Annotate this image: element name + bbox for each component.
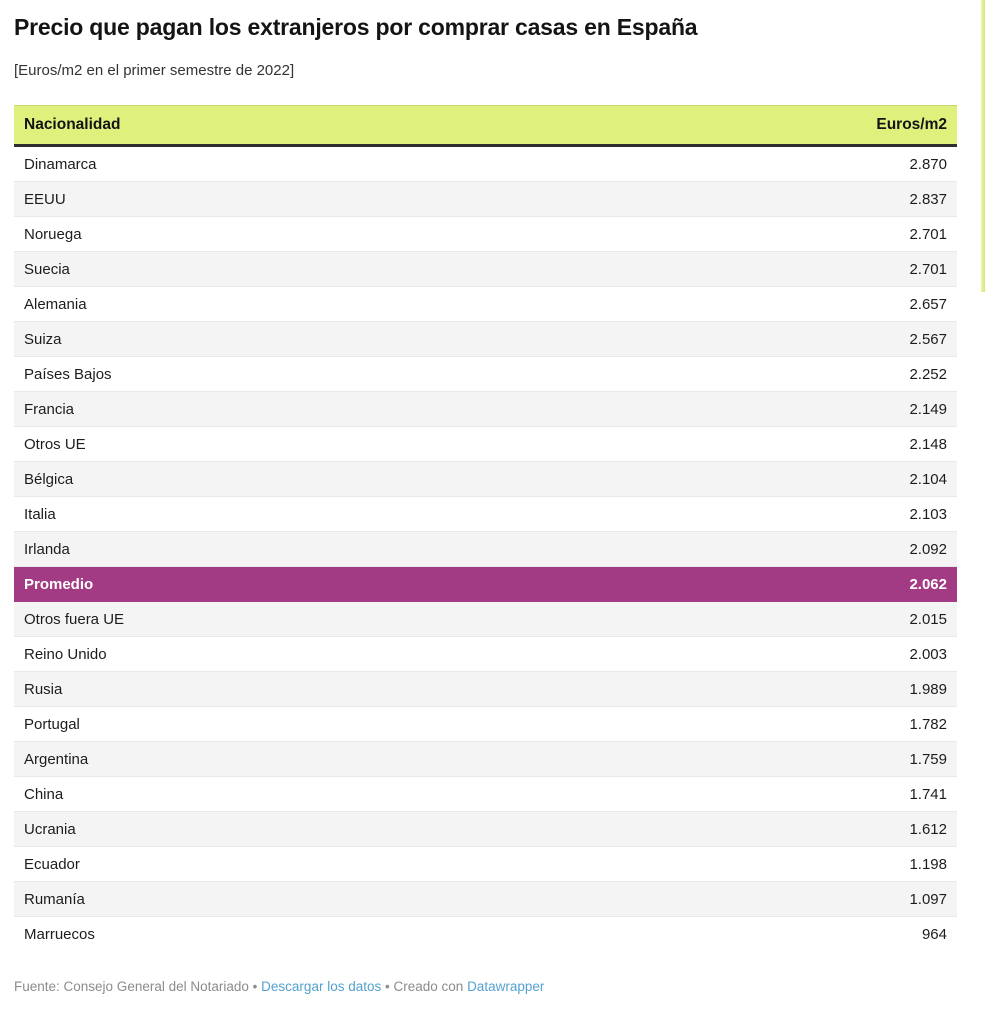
table-body: Dinamarca 2.870 EEUU 2.837 Noruega 2.701 Sueci… bbox=[14, 147, 957, 952]
created-with-text: Creado con bbox=[393, 979, 464, 994]
table-row: Otros fuera UE 2.015 bbox=[14, 602, 957, 637]
table-row: Ucrania 1.612 bbox=[14, 812, 957, 847]
row-value: 1.612 bbox=[909, 820, 947, 838]
row-label: China bbox=[24, 785, 64, 803]
row-value: 2.003 bbox=[909, 645, 947, 663]
row-value: 1.741 bbox=[909, 785, 947, 803]
row-label: Marruecos bbox=[24, 926, 95, 943]
row-label: Suecia bbox=[24, 260, 70, 278]
table-row: Bélgica 2.104 bbox=[14, 462, 957, 497]
table-row: EEUU 2.837 bbox=[14, 182, 957, 217]
price-table: Nacionalidad Euros/m2 Dinamarca 2.870 EEUU… bbox=[14, 105, 957, 952]
table-header-row: Nacionalidad Euros/m2 bbox=[14, 105, 957, 147]
row-value: 1.782 bbox=[909, 715, 947, 733]
row-value: 1.198 bbox=[909, 855, 947, 873]
column-header-nacionalidad: Nacionalidad bbox=[24, 116, 121, 133]
chart-subtitle: [Euros/m2 en el primer semestre de 2022] bbox=[14, 62, 295, 79]
row-label: Ecuador bbox=[24, 855, 80, 873]
row-label: Irlanda bbox=[24, 540, 70, 558]
download-data-link[interactable]: Descargar los datos bbox=[261, 979, 382, 994]
column-header-euros-m2: Euros/m2 bbox=[876, 116, 947, 133]
row-label: Alemania bbox=[24, 295, 87, 313]
row-value: 2.104 bbox=[909, 470, 947, 488]
row-value: 2.103 bbox=[909, 505, 947, 523]
row-value: 1.989 bbox=[909, 680, 947, 698]
table-row: China 1.741 bbox=[14, 777, 957, 812]
footer-separator: • bbox=[252, 979, 258, 994]
row-value: 2.149 bbox=[909, 400, 947, 418]
chart-footer: Fuente: Consejo General del Notariado • … bbox=[14, 978, 544, 996]
table-row: Alemania 2.657 bbox=[14, 287, 957, 322]
row-label: Ucrania bbox=[24, 820, 76, 838]
chart-title: Precio que pagan los extranjeros por com… bbox=[14, 14, 698, 40]
row-value: 964 bbox=[921, 926, 947, 943]
row-label: Suiza bbox=[24, 330, 62, 348]
table-row: Noruega 2.701 bbox=[14, 217, 957, 252]
table-row: Marruecos 964 bbox=[14, 917, 957, 952]
table-row: Ecuador 1.198 bbox=[14, 847, 957, 882]
row-label: Rumanía bbox=[24, 890, 85, 908]
row-label: Países Bajos bbox=[24, 365, 112, 383]
row-value: 1.097 bbox=[909, 890, 947, 908]
table-row: Argentina 1.759 bbox=[14, 742, 957, 777]
row-value: 2.837 bbox=[909, 190, 947, 208]
row-label: Noruega bbox=[24, 225, 82, 243]
row-label: Argentina bbox=[24, 750, 89, 768]
row-label: Italia bbox=[24, 505, 56, 523]
table-row-highlight: Promedio 2.062 bbox=[14, 567, 957, 602]
table-row: Rumanía 1.097 bbox=[14, 882, 957, 917]
row-value: 2.252 bbox=[909, 365, 947, 383]
row-label: Portugal bbox=[24, 715, 80, 733]
table-row: Francia 2.149 bbox=[14, 392, 957, 427]
row-value: 1.759 bbox=[909, 750, 947, 768]
row-value: 2.657 bbox=[909, 295, 947, 313]
source-text: Fuente: Consejo General del Notariado bbox=[14, 979, 249, 994]
table-row: Rusia 1.989 bbox=[14, 672, 957, 707]
row-label: Reino Unido bbox=[24, 645, 107, 663]
row-value: 2.870 bbox=[909, 155, 947, 173]
table-row: Suecia 2.701 bbox=[14, 252, 957, 287]
table-row: Irlanda 2.092 bbox=[14, 532, 957, 567]
row-value: 2.567 bbox=[909, 330, 947, 348]
row-value: 2.148 bbox=[909, 435, 947, 453]
row-label: Dinamarca bbox=[24, 155, 97, 173]
row-value: 2.015 bbox=[909, 610, 947, 628]
datawrapper-link[interactable]: Datawrapper bbox=[467, 979, 545, 994]
footer-separator: • bbox=[385, 979, 390, 994]
row-label: EEUU bbox=[24, 190, 66, 208]
row-label: Rusia bbox=[24, 680, 63, 698]
table-row: Otros UE 2.148 bbox=[14, 427, 957, 462]
row-label: Francia bbox=[24, 400, 75, 418]
row-value: 2.701 bbox=[909, 260, 947, 278]
table-row: Suiza 2.567 bbox=[14, 322, 957, 357]
row-label: Otros UE bbox=[24, 435, 86, 453]
table-row: Italia 2.103 bbox=[14, 497, 957, 532]
right-edge-strip bbox=[981, 0, 985, 292]
row-label: Promedio bbox=[24, 575, 94, 593]
row-value: 2.092 bbox=[909, 540, 947, 558]
table-row: Dinamarca 2.870 bbox=[14, 147, 957, 182]
table-row: Portugal 1.782 bbox=[14, 707, 957, 742]
table-row: Reino Unido 2.003 bbox=[14, 637, 957, 672]
row-value: 2.062 bbox=[909, 575, 947, 593]
chart-header: Precio que pagan los extranjeros por com… bbox=[0, 0, 990, 79]
row-value: 2.701 bbox=[909, 225, 947, 243]
row-label: Otros fuera UE bbox=[24, 610, 125, 628]
row-label: Bélgica bbox=[24, 470, 74, 488]
table-row: Países Bajos 2.252 bbox=[14, 357, 957, 392]
